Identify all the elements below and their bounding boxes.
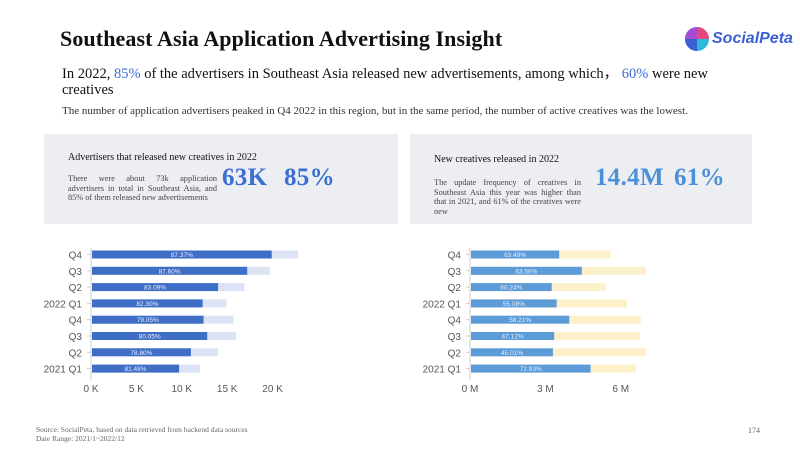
creatives-bar-chart: Q4 63.49% Q3 63.56% Q2 60.24% 2022 Q1 55.08% Q4 5… <box>423 248 646 395</box>
creatives-category-label: Q3 <box>448 267 462 278</box>
socialpeta-logo-icon <box>685 27 709 51</box>
headline-part-3: were new creatives <box>62 66 708 98</box>
advertisers-x-tick-label: 0 K <box>83 384 98 395</box>
creatives-category-label: Q4 <box>448 316 462 327</box>
creatives-x-tick-label: 6 M <box>612 384 629 395</box>
subtitle: The number of application advertisers pe… <box>62 105 688 117</box>
advertisers-new-bar <box>92 299 203 308</box>
logo-text: SocialPeta <box>712 30 793 47</box>
advertisers-data-label: 83.09% <box>144 285 166 292</box>
creatives-data-label: 58.21% <box>509 317 531 324</box>
creatives-category-label: Q2 <box>448 283 462 294</box>
creatives-new-bar <box>471 283 552 292</box>
page-title: Southeast Asia Application Advertising I… <box>60 26 503 51</box>
advertisers-new-bar <box>92 250 272 259</box>
advertisers-data-label: 87.60% <box>159 268 181 275</box>
creatives-x-tick-label: 0 M <box>462 384 479 395</box>
creatives-kpi-percent: 61% <box>674 164 725 191</box>
creatives-category-label: Q2 <box>448 348 462 359</box>
headline-part-2: of the advertisers in Southeast Asia rel… <box>140 66 619 82</box>
creatives-panel: New creatives released in 2022 The updat… <box>410 134 752 224</box>
advertisers-category-label: Q2 <box>69 348 83 359</box>
creatives-data-label: 47.12% <box>502 334 524 341</box>
advertisers-panel-title: Advertisers that released new creatives … <box>68 152 257 163</box>
advertisers-kpi-percent: 85% <box>284 164 335 191</box>
creatives-new-bar <box>471 250 560 259</box>
creatives-data-label: 55.08% <box>503 301 525 308</box>
advertisers-data-label: 80.05% <box>139 334 161 341</box>
advertisers-data-label: 81.48% <box>125 366 147 373</box>
creatives-total-bar <box>471 332 640 340</box>
advertisers-bar-chart: Q4 87.37% Q3 87.60% Q2 83.09% 2022 Q1 82.30% Q4 7… <box>44 248 299 395</box>
creatives-category-label: 2022 Q1 <box>423 299 462 310</box>
advertisers-category-label: Q3 <box>69 332 83 343</box>
advertisers-category-label: 2021 Q1 <box>44 365 83 376</box>
advertisers-category-label: Q3 <box>69 267 83 278</box>
footer: Source: SocialPeta, based on data retrie… <box>36 425 248 443</box>
advertisers-x-tick-label: 5 K <box>129 384 144 395</box>
advertisers-new-bar <box>92 266 248 275</box>
advertisers-new-bar <box>92 348 191 357</box>
creatives-x-tick-label: 3 M <box>537 384 554 395</box>
creatives-new-bar <box>471 364 591 373</box>
creatives-data-label: 63.56% <box>515 268 537 275</box>
advertisers-x-tick-label: 20 K <box>262 384 283 395</box>
advertisers-panel: Advertisers that released new creatives … <box>44 134 398 224</box>
advertisers-new-bar <box>92 332 208 340</box>
advertisers-category-label: Q4 <box>69 251 83 262</box>
creatives-panel-description: The update frequency of creatives in Sou… <box>434 178 581 216</box>
advertisers-data-label: 78.80% <box>130 350 152 357</box>
creatives-total-bar <box>471 348 646 357</box>
creatives-panel-title: New creatives released in 2022 <box>434 154 559 165</box>
advertisers-x-tick-label: 10 K <box>172 384 193 395</box>
creatives-new-bar <box>471 266 582 275</box>
creatives-data-label: 63.49% <box>504 252 526 259</box>
advertisers-panel-description: There were about 73k application adverti… <box>68 174 217 203</box>
creatives-category-label: 2021 Q1 <box>423 365 462 376</box>
creatives-new-bar <box>471 332 555 340</box>
creatives-kpi-count: 14.4M <box>595 164 664 191</box>
creatives-category-label: Q4 <box>448 251 462 262</box>
headline-pct-2: 60% <box>621 66 649 82</box>
advertisers-data-label: 87.37% <box>171 252 193 259</box>
advertisers-category-label: Q2 <box>69 283 83 294</box>
creatives-data-label: 45.01% <box>501 350 523 357</box>
advertisers-x-tick-label: 15 K <box>217 384 238 395</box>
advertisers-new-bar <box>92 315 204 324</box>
advertisers-category-label: Q4 <box>69 316 83 327</box>
advertisers-category-label: 2022 Q1 <box>44 299 83 310</box>
headline-pct-1: 85% <box>113 66 141 82</box>
creatives-new-bar <box>471 299 557 308</box>
advertisers-kpi-count: 63K <box>222 164 268 191</box>
page-number: 174 <box>748 426 760 435</box>
creatives-data-label: 60.24% <box>500 285 522 292</box>
date-range-note: Date Range: 2021/1~2022/12 <box>36 434 125 443</box>
advertisers-data-label: 82.30% <box>136 301 158 308</box>
logo: SocialPeta <box>684 26 794 56</box>
creatives-new-bar <box>471 315 570 324</box>
advertisers-new-bar <box>92 283 219 292</box>
source-note: Source: SocialPeta, based on data retrie… <box>36 425 248 434</box>
advertisers-new-bar <box>92 364 180 373</box>
headline-part-1: In 2022, <box>62 66 114 82</box>
advertisers-data-label: 79.05% <box>137 317 159 324</box>
creatives-data-label: 72.93% <box>520 366 542 373</box>
creatives-new-bar <box>471 348 553 357</box>
creatives-category-label: Q3 <box>448 332 462 343</box>
headline: In 2022, 85% of the advertisers in South… <box>62 66 752 98</box>
